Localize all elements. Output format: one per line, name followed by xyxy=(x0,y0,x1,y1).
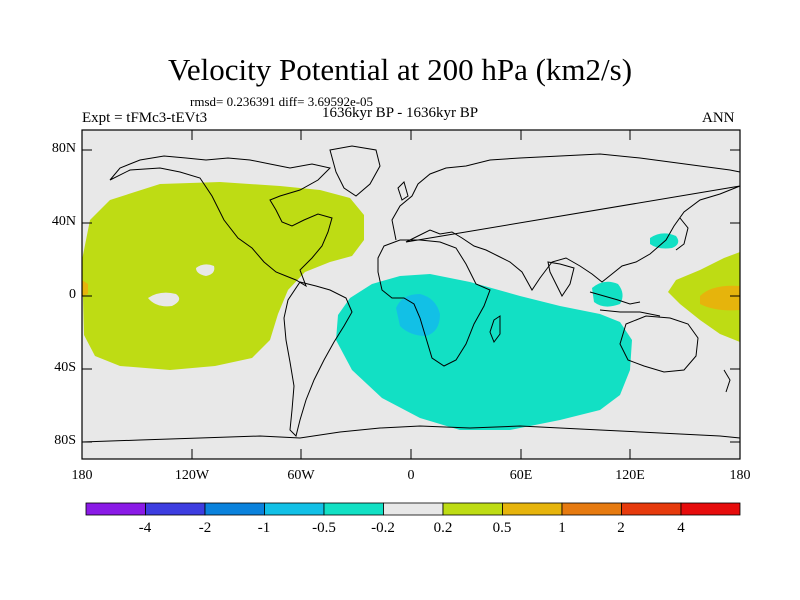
colorbar-label-2: -2 xyxy=(198,520,212,536)
colorbar-swatch-8 xyxy=(502,502,563,516)
colorbar-label-1: -4 xyxy=(138,520,152,536)
colorbar-label-7: 0.5 xyxy=(492,520,512,536)
lon-label-5: 60E xyxy=(509,468,533,483)
anomaly-fields xyxy=(82,182,740,430)
colorbar-swatch-6 xyxy=(383,502,444,516)
coast-indonesia xyxy=(589,291,661,317)
colorbar-swatch-3 xyxy=(204,502,265,516)
lon-label-4: 0 xyxy=(407,468,415,483)
period-label: 1636kyr BP - 1636kyr BP xyxy=(321,105,479,121)
colorbar-swatch-5 xyxy=(323,502,384,516)
colorbar-label-4: -0.5 xyxy=(312,520,336,536)
season-label: ANN xyxy=(702,110,735,126)
colorbar-label-8: 1 xyxy=(558,520,566,536)
dateline-positive-core xyxy=(82,280,88,296)
colorbar-swatch-1 xyxy=(85,502,146,516)
coast-japan xyxy=(675,217,689,251)
coast-antarctica xyxy=(81,425,741,443)
lat-label-2: 40N xyxy=(51,214,76,229)
colorbar-swatch-9 xyxy=(561,502,622,516)
positive-hole-1 xyxy=(148,292,180,307)
colorbar xyxy=(85,502,741,516)
tick-marks xyxy=(81,130,740,459)
colorbar-swatch-4 xyxy=(264,502,325,516)
lat-label-1: 80N xyxy=(51,141,76,156)
coast-greenland xyxy=(329,145,381,197)
central-africa-negative-core xyxy=(396,294,440,336)
lat-label-4: 40S xyxy=(54,360,76,375)
coast-africa xyxy=(377,239,491,367)
page-title: Velocity Potential at 200 hPa (km2/s) xyxy=(167,52,633,87)
lat-label-3: 0 xyxy=(69,287,76,302)
colorbar-swatch-2 xyxy=(145,502,206,516)
indonesia-negative-patch xyxy=(592,281,623,307)
positive-hole-2 xyxy=(196,264,215,276)
coast-south-america xyxy=(283,281,353,437)
coast-new-zealand xyxy=(723,369,731,393)
stats-line: rmsd= 0.236391 diff= 3.69592e-05 xyxy=(190,94,374,109)
coast-australia xyxy=(619,315,699,373)
lon-label-7: 180 xyxy=(729,468,751,483)
colorbar-swatch-10 xyxy=(621,502,682,516)
coastlines xyxy=(81,145,741,443)
lon-label-1: 180 xyxy=(71,468,93,483)
lat-label-5: 80S xyxy=(54,433,76,448)
lon-label-3: 60W xyxy=(287,468,315,483)
colorbar-label-9: 2 xyxy=(617,520,625,536)
colorbar-label-3: -1 xyxy=(257,520,271,536)
coast-eurasia xyxy=(391,153,741,291)
coast-north-america xyxy=(109,155,333,288)
colorbar-label-6: 0.2 xyxy=(433,520,453,536)
japan-negative-patch xyxy=(650,233,679,249)
lon-label-2: 120W xyxy=(174,468,210,483)
west-pacific-positive-core xyxy=(700,285,740,311)
coast-india xyxy=(547,261,575,297)
colorbar-label-10: 4 xyxy=(677,520,685,536)
colorbar-swatch-7 xyxy=(442,502,503,516)
coast-uk xyxy=(397,181,409,201)
colorbar-swatch-11 xyxy=(680,502,741,516)
lon-label-6: 120E xyxy=(615,468,645,483)
eastern-pacific-americas-positive xyxy=(82,182,364,370)
experiment-label: Expt = tFMc3-tEVt3 xyxy=(82,110,208,126)
colorbar-label-5: -0.2 xyxy=(371,520,395,536)
coast-madagascar xyxy=(489,315,501,344)
